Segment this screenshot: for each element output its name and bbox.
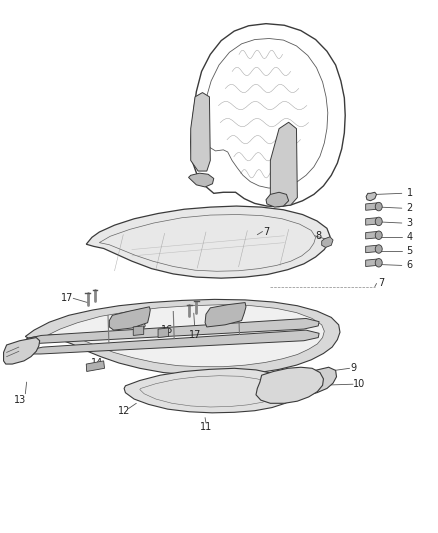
- Text: 4: 4: [406, 232, 413, 242]
- Text: 7: 7: [378, 278, 384, 288]
- Text: 11: 11: [200, 422, 212, 432]
- Polygon shape: [27, 318, 319, 343]
- Polygon shape: [191, 93, 210, 171]
- Polygon shape: [366, 203, 377, 211]
- Text: 9: 9: [350, 364, 356, 373]
- Polygon shape: [133, 326, 144, 335]
- Text: 17: 17: [61, 293, 74, 303]
- Circle shape: [375, 245, 382, 253]
- Text: 8: 8: [315, 231, 321, 241]
- Polygon shape: [28, 330, 319, 354]
- Polygon shape: [110, 307, 150, 330]
- Text: 1: 1: [406, 188, 413, 198]
- Circle shape: [375, 203, 382, 211]
- Text: 16: 16: [161, 325, 173, 335]
- Text: 9: 9: [278, 395, 284, 405]
- Polygon shape: [205, 303, 246, 327]
- Polygon shape: [256, 367, 323, 403]
- Polygon shape: [366, 245, 377, 253]
- Polygon shape: [288, 367, 336, 396]
- Circle shape: [375, 217, 382, 225]
- Polygon shape: [124, 368, 298, 413]
- Circle shape: [375, 259, 382, 267]
- Text: 17: 17: [189, 330, 201, 341]
- Polygon shape: [366, 192, 377, 201]
- Polygon shape: [266, 192, 289, 207]
- Text: 10: 10: [353, 379, 365, 389]
- Circle shape: [375, 231, 382, 239]
- Polygon shape: [4, 337, 40, 364]
- Polygon shape: [366, 259, 377, 266]
- Text: 5: 5: [406, 246, 413, 256]
- Polygon shape: [322, 237, 333, 247]
- Polygon shape: [47, 305, 324, 367]
- Text: 3: 3: [406, 218, 413, 228]
- Polygon shape: [158, 328, 169, 337]
- Polygon shape: [270, 122, 297, 207]
- Polygon shape: [86, 206, 330, 278]
- Polygon shape: [366, 231, 377, 239]
- Text: 13: 13: [14, 395, 26, 405]
- Text: 6: 6: [406, 261, 413, 270]
- Polygon shape: [366, 217, 377, 225]
- Text: 7: 7: [263, 227, 269, 237]
- Text: 14: 14: [91, 358, 103, 368]
- Polygon shape: [25, 300, 340, 376]
- Text: 15: 15: [135, 320, 148, 330]
- Text: 12: 12: [118, 406, 131, 416]
- Text: 2: 2: [406, 203, 413, 213]
- Polygon shape: [188, 173, 214, 187]
- Polygon shape: [86, 361, 105, 372]
